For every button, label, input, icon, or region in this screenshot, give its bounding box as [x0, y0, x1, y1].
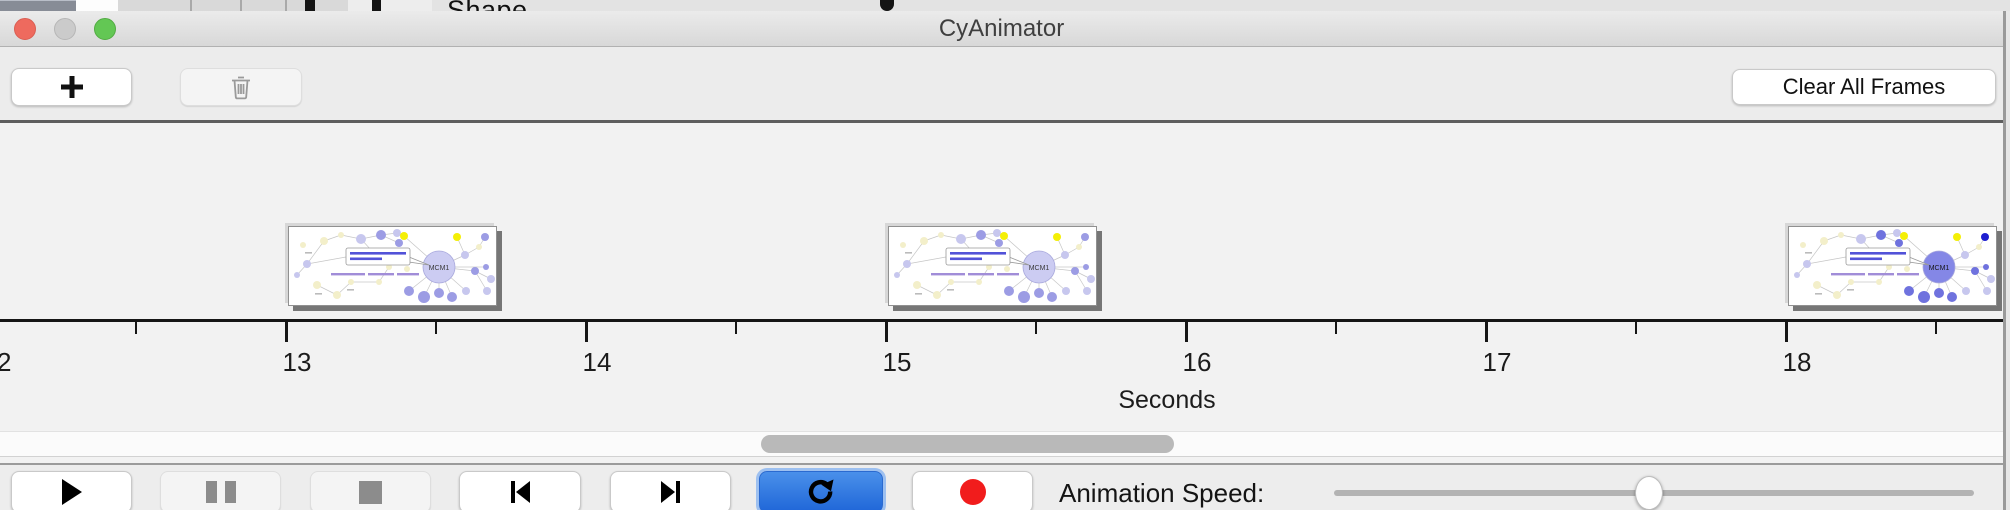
background-fragment: [348, 0, 432, 11]
minor-tick: [1335, 322, 1337, 334]
minor-tick: [435, 322, 437, 334]
tick-label: 16: [1182, 347, 1212, 377]
svg-text:MCM1: MCM1: [1029, 265, 1050, 272]
skip-to-start-icon: [511, 481, 530, 503]
major-tick: [1484, 322, 1488, 342]
major-tick: [1784, 322, 1788, 342]
record-icon: [959, 479, 986, 505]
background-shape-label: Shape: [447, 0, 528, 11]
minor-tick: [1935, 322, 1937, 334]
plus-icon: [60, 76, 83, 98]
tick-label: 14: [582, 347, 612, 377]
playback-controls: Animation Speed:: [0, 463, 2003, 510]
scrollbar-thumb[interactable]: [761, 435, 1174, 453]
cyanimator-window: CyAnimator Clear All Frames: [0, 11, 2006, 510]
skip-to-end-icon: [660, 481, 680, 503]
loop-button[interactable]: [759, 471, 883, 510]
skip-to-end-button[interactable]: [610, 471, 731, 510]
record-button[interactable]: [912, 471, 1033, 510]
background-glyph: [305, 0, 315, 11]
add-frame-button[interactable]: [11, 68, 132, 106]
major-tick: [884, 322, 888, 342]
major-tick: [1184, 322, 1188, 342]
minimize-button[interactable]: [54, 18, 76, 40]
background-window-strip: Shape: [0, 0, 2010, 11]
svg-text:MCM1: MCM1: [1929, 265, 1950, 272]
stop-button[interactable]: [310, 471, 431, 510]
animation-speed-label: Animation Speed:: [1059, 478, 1265, 508]
timeline-scrollbar[interactable]: [0, 431, 2003, 457]
pause-button[interactable]: [160, 471, 281, 510]
tick-label: 17: [1482, 347, 1512, 377]
svg-text:MCM1: MCM1: [429, 265, 450, 272]
background-divider: [285, 0, 287, 11]
timeline-panel: MCM1: [0, 123, 2003, 463]
loop-icon: [808, 479, 834, 504]
delete-frame-button[interactable]: [180, 68, 302, 106]
pause-icon: [202, 481, 240, 503]
major-tick: [584, 322, 588, 342]
tick-label: 18: [1782, 347, 1812, 377]
minor-tick: [135, 322, 137, 334]
frame-toolbar: Clear All Frames: [0, 47, 2003, 120]
background-divider: [190, 0, 192, 11]
major-tick: [284, 322, 288, 342]
clear-all-frames-button[interactable]: Clear All Frames: [1732, 69, 1996, 105]
tick-label: 13: [282, 347, 312, 377]
tick-label: 12: [0, 347, 12, 377]
tick-label: 15: [882, 347, 912, 377]
timeline-unit-label: Seconds: [1118, 386, 1216, 414]
window-title: CyAnimator: [938, 15, 1065, 42]
animation-speed-slider-knob[interactable]: [1634, 476, 1663, 510]
minor-tick: [1035, 322, 1037, 334]
frame-thumbnail[interactable]: MCM1: [288, 226, 497, 306]
stop-icon: [359, 480, 382, 504]
trash-icon: [232, 76, 250, 100]
background-divider: [240, 0, 242, 11]
zoom-button[interactable]: [94, 18, 116, 40]
background-fragment: [0, 0, 76, 11]
play-button[interactable]: [11, 471, 132, 510]
minor-tick: [1635, 322, 1637, 334]
skip-to-start-button[interactable]: [459, 471, 581, 510]
toolbar-separator: [0, 120, 2003, 123]
close-button[interactable]: [14, 18, 36, 40]
frame-thumbnail[interactable]: MCM1: [1788, 226, 1997, 306]
clear-all-frames-label: Clear All Frames: [1782, 74, 1946, 99]
timeline-axis: [0, 319, 2003, 322]
minor-tick: [735, 322, 737, 334]
frame-thumbnail[interactable]: MCM1: [888, 226, 1097, 306]
play-icon: [61, 479, 82, 505]
background-fragment: [76, 0, 118, 11]
background-glyph: [372, 0, 381, 11]
background-glyph: [880, 0, 894, 11]
titlebar: CyAnimator: [0, 11, 2003, 47]
background-fragment: [118, 0, 348, 11]
